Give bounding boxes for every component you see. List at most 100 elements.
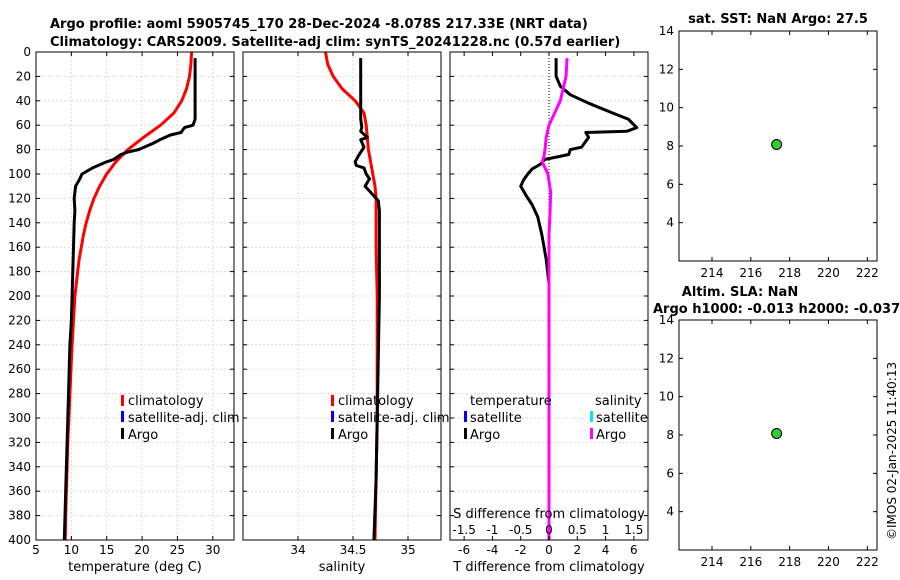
x-tick-label: 20 — [134, 543, 149, 557]
x-tick-label: 30 — [205, 543, 220, 557]
legend-temperature: temperature — [470, 394, 552, 409]
s-diff-tick-label: 1.5 — [624, 523, 643, 537]
salinity-panel: 34 34.5 35 salinity climatology satellite-… — [242, 51, 450, 575]
series-salinity-argo — [540, 58, 569, 540]
depth-tick-label: 320 — [8, 435, 31, 449]
depth-tick-label: 20 — [16, 69, 31, 83]
depth-tick-label: 220 — [8, 313, 31, 327]
legend-climatology-swatch — [331, 395, 334, 406]
legend-satellite-adj: satellite-adj. clim — [338, 411, 450, 426]
legend-s-argo: Argo — [596, 428, 626, 443]
lon-tick-label: 220 — [817, 555, 840, 569]
lon-tick-label: 220 — [817, 266, 840, 280]
figure-title-line2: Climatology: CARS2009. Satellite-adj cli… — [50, 35, 620, 50]
x-tick-label: -4 — [486, 543, 498, 557]
t-difference-xlabel: T difference from climatology — [452, 560, 645, 575]
legend-argo: Argo — [128, 428, 158, 443]
x-tick-label: 15 — [99, 543, 114, 557]
sst-map-panel: sat. SST: NaN Argo: 27.5 214 216 218 220 222… — [659, 12, 879, 280]
salinity-xlabel: salinity — [319, 560, 366, 575]
depth-tick-label: 380 — [8, 509, 31, 523]
depth-tick-label: 140 — [8, 216, 31, 230]
depth-tick-label: 360 — [8, 484, 31, 498]
lat-tick-label: 6 — [666, 177, 674, 191]
lon-tick-label: 216 — [739, 555, 762, 569]
legend-t-satellite: satellite — [470, 411, 522, 426]
x-tick-label: 34.5 — [340, 543, 367, 557]
legend-s-satellite: satellite — [596, 411, 648, 426]
legend-salinity: salinity — [595, 394, 642, 409]
depth-tick-label: 100 — [8, 167, 31, 181]
temperature-xlabel: temperature (deg C) — [68, 560, 202, 575]
legend-argo: Argo — [338, 428, 368, 443]
depth-tick-label: 300 — [8, 411, 31, 425]
sla-title: Altim. SLA: NaN — [682, 285, 798, 300]
lat-tick-label: 8 — [666, 139, 674, 153]
x-tick-label: 35 — [400, 543, 415, 557]
lat-tick-label: 4 — [666, 216, 674, 230]
legend-climatology: climatology — [338, 394, 414, 409]
lat-tick-label: 14 — [659, 24, 674, 38]
x-tick-label: 0 — [545, 543, 553, 557]
s-diff-tick-label: -1 — [486, 523, 498, 537]
depth-tick-label: 180 — [8, 265, 31, 279]
s-diff-tick-label: 0.5 — [568, 523, 587, 537]
lat-tick-label: 8 — [666, 428, 674, 442]
lon-tick-label: 214 — [701, 266, 724, 280]
lon-tick-label: 214 — [701, 555, 724, 569]
legend-climatology: climatology — [128, 394, 204, 409]
x-tick-label: 4 — [602, 543, 610, 557]
series-argo — [353, 58, 381, 541]
imos-watermark: ©IMOS 02-Jan-2025 11:40:13 — [885, 362, 899, 540]
legend-satellite-swatch — [121, 411, 124, 422]
temperature-legend: climatology satellite-adj. clim Argo — [121, 394, 240, 443]
lon-tick-label: 218 — [778, 555, 801, 569]
lon-tick-label: 222 — [856, 555, 879, 569]
depth-tick-label: 260 — [8, 362, 31, 376]
depth-tick-label: 340 — [8, 460, 31, 474]
x-tick-label: 2 — [573, 543, 581, 557]
legend-t-argo: Argo — [470, 428, 500, 443]
legend-satellite-swatch — [331, 411, 334, 422]
depth-tick-label: 400 — [8, 533, 31, 547]
salinity-legend: climatology satellite-adj. clim Argo — [331, 394, 450, 443]
depth-tick-label: 200 — [8, 289, 31, 303]
s-diff-tick-label: -1.5 — [452, 523, 475, 537]
x-tick-label: 34 — [290, 543, 305, 557]
legend-argo-swatch — [121, 428, 124, 439]
series-argo — [62, 58, 197, 541]
depth-tick-label: 240 — [8, 338, 31, 352]
legend-t-argo-swatch — [464, 428, 467, 439]
legend-argo-swatch — [331, 428, 334, 439]
steric-height-title: Argo h1000: -0.013 h2000: -0.037 — [653, 302, 900, 317]
legend-climatology-swatch — [121, 395, 124, 406]
s-diff-tick-label: 0 — [545, 523, 553, 537]
depth-tick-label: 40 — [16, 94, 31, 108]
lon-tick-label: 222 — [856, 266, 879, 280]
legend-satellite-adj: satellite-adj. clim — [128, 411, 240, 426]
lon-tick-label: 216 — [739, 266, 762, 280]
depth-tick-label: 0 — [23, 45, 31, 59]
x-tick-label: -6 — [458, 543, 470, 557]
s-diff-tick-label: -0.5 — [509, 523, 532, 537]
legend-t-satellite-swatch — [464, 411, 467, 422]
legend-s-argo-swatch — [590, 428, 593, 439]
lat-tick-label: 4 — [666, 505, 674, 519]
lat-tick-label: 14 — [659, 313, 674, 327]
figure-title-line1: Argo profile: aoml 5905745_170 28-Dec-20… — [50, 17, 588, 32]
lat-tick-label: 6 — [666, 466, 674, 480]
depth-tick-label: 160 — [8, 240, 31, 254]
difference-panel: -6 -4 -2 0 2 4 6 -1.5 -1 -0.5 0 0.5 1 1.5 T differenc… — [449, 51, 649, 575]
x-tick-label: 5 — [32, 543, 40, 557]
lat-tick-label: 10 — [659, 101, 674, 115]
x-tick-label: -2 — [515, 543, 527, 557]
depth-tick-label: 80 — [16, 143, 31, 157]
lon-tick-label: 218 — [778, 266, 801, 280]
x-tick-label: 6 — [630, 543, 638, 557]
x-tick-label: 25 — [170, 543, 185, 557]
temperature-panel: 0 20 40 60 80 100 120 140 160 180 200 220 240 260 280 3… — [8, 45, 240, 575]
profile-location-marker — [771, 139, 783, 151]
profile-location-marker — [771, 428, 783, 440]
depth-tick-label: 120 — [8, 191, 31, 205]
